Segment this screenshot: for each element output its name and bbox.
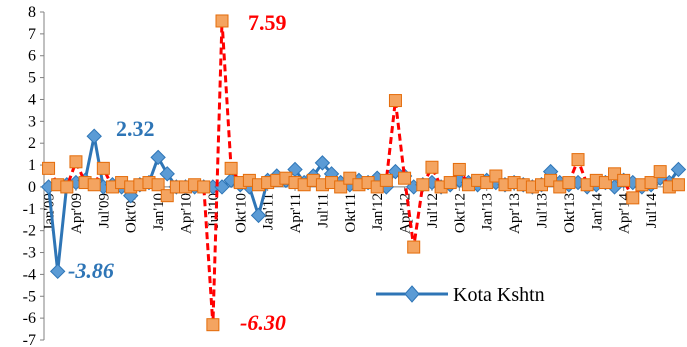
y-tick-label: -2 (23, 223, 36, 240)
x-tick-label: Okt'11 (343, 193, 359, 233)
square-marker (416, 178, 430, 192)
x-tick-label: Apr'09 (69, 193, 85, 234)
y-tick-label: -6 (23, 310, 36, 327)
x-tick-label: Okt'09 (124, 193, 140, 233)
axes-layer (43, 12, 683, 340)
square-marker (379, 173, 393, 187)
diamond-marker (159, 166, 175, 182)
x-tick-label: Jan'13 (480, 193, 496, 231)
y-tick-label: 1 (28, 157, 36, 174)
x-tick-label: Apr'10 (178, 193, 194, 234)
y-tick-label: 0 (28, 179, 36, 196)
square-marker (617, 173, 631, 187)
y-tick-label: 8 (28, 4, 36, 21)
x-tick-label: Okt'13 (562, 193, 578, 233)
square-marker (425, 160, 439, 174)
series-layer (40, 14, 687, 332)
diamond-marker (86, 128, 102, 144)
y-tick-label: -5 (23, 288, 36, 305)
y-tick-label: 6 (28, 48, 36, 65)
annotation-min-blue: -3.86 (68, 258, 114, 283)
x-tick-label: Jul'11 (315, 193, 331, 228)
legend-label: Kota Kshtn (453, 284, 545, 306)
x-tick-label: Jul'10 (206, 193, 222, 228)
x-tick-label: Apr'11 (288, 193, 304, 233)
x-tick-label: Jan'11 (261, 193, 277, 230)
square-marker (562, 176, 576, 190)
square-marker (443, 176, 457, 190)
square-marker (653, 165, 667, 179)
annotation-max-red: 7.59 (248, 10, 287, 35)
x-tick-labels: Jan'09 Apr'09 Jul'09 Okt'09 Jan'10 Apr'10 Jul'… (42, 186, 660, 234)
diamond-marker (150, 149, 166, 166)
diamond-marker (49, 263, 66, 280)
y-tick-label: -7 (23, 332, 36, 347)
x-tick-label: Jul'14 (644, 192, 660, 228)
x-tick-label: Jan'14 (589, 192, 605, 230)
square-marker (197, 180, 211, 194)
square-marker (644, 176, 658, 190)
square-marker (224, 161, 238, 175)
square-marker (96, 161, 110, 175)
series-line-red (47, 19, 679, 327)
square-marker (571, 153, 585, 167)
legend-marker-diamond (404, 285, 420, 303)
y-tick-label: 7 (28, 26, 36, 43)
y-tick-labels: 8 7 6 5 4 3 2 1 0 -1 -2 -3 -4 -5 -6 -7 (23, 4, 44, 347)
x-tick-label: Jul'12 (425, 193, 441, 228)
x-tick-label: Apr'13 (507, 193, 523, 234)
annotation-min-red: -6.30 (240, 310, 286, 335)
y-tick-label: 3 (28, 113, 36, 130)
diamond-marker (387, 163, 404, 180)
annotations-layer: 7.59 -6.30 2.32 -3.86 (68, 10, 287, 335)
square-marker (151, 178, 165, 192)
y-tick-label: 2 (28, 135, 36, 152)
x-tick-label: Jul'09 (96, 193, 112, 228)
y-tick-label: -1 (23, 201, 36, 218)
diamond-marker (314, 155, 331, 171)
legend: Kota Kshtn (376, 284, 545, 306)
square-marker (452, 162, 466, 176)
square-marker (407, 240, 421, 254)
square-marker (388, 94, 402, 108)
square-marker (206, 318, 220, 332)
y-tick-label: 4 (28, 91, 36, 108)
diamond-marker (250, 207, 267, 224)
x-tick-label: Okt'10 (233, 193, 249, 233)
annotation-max-blue: 2.32 (116, 116, 155, 141)
square-marker (626, 191, 640, 205)
y-tick-label: -4 (23, 266, 36, 283)
square-marker (60, 180, 74, 194)
square-marker (215, 14, 229, 28)
square-marker (671, 178, 685, 192)
y-tick-label: 5 (28, 70, 36, 87)
diamond-marker (670, 161, 687, 178)
square-marker (398, 171, 412, 185)
x-tick-label: Jul'13 (535, 193, 551, 228)
square-marker (69, 155, 83, 169)
x-tick-label: Okt'12 (452, 193, 468, 233)
x-tick-label: Jan'10 (151, 193, 167, 231)
y-tick-label: -3 (23, 245, 36, 262)
x-tick-label: Jan'12 (370, 193, 386, 231)
square-marker (87, 178, 101, 192)
square-marker (42, 161, 56, 175)
